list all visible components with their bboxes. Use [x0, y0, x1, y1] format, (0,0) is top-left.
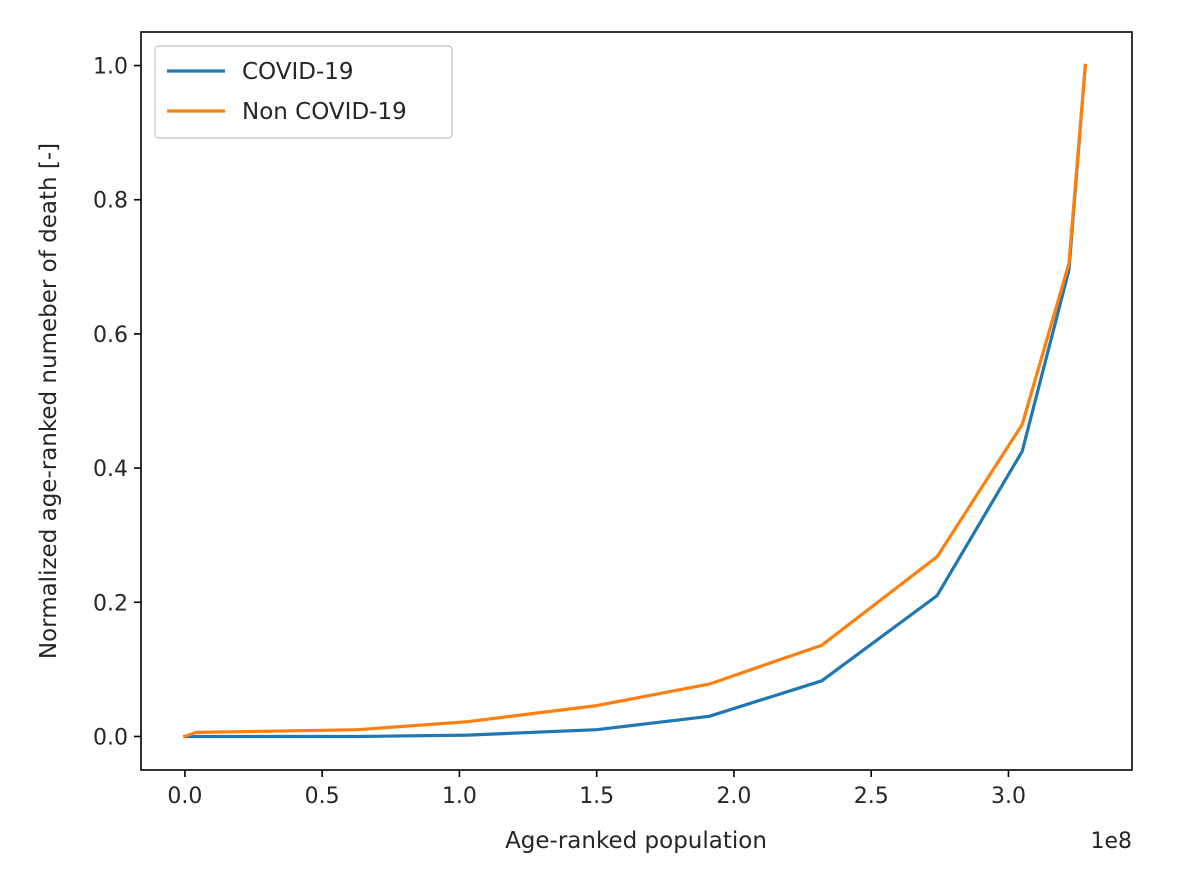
- y-tick-label: 0.4: [93, 457, 128, 482]
- x-tick-label: 0.0: [167, 784, 202, 809]
- x-tick-label: 2.0: [716, 784, 751, 809]
- y-tick-label: 0.0: [93, 725, 128, 750]
- series-layer: [182, 63, 1088, 739]
- x-axis-offset-label: 1e8: [1090, 829, 1132, 854]
- plot-frame: [140, 31, 1133, 771]
- legend: COVID-19 Non COVID-19: [154, 45, 453, 139]
- y-axis: 0.0 0.2 0.4 0.6 0.8 1.0: [93, 55, 141, 750]
- x-tick-label: 2.5: [854, 784, 889, 809]
- x-tick-label: 3.0: [991, 784, 1026, 809]
- y-tick-label: 0.6: [93, 323, 128, 348]
- x-tick-label: 0.5: [305, 784, 340, 809]
- y-tick-label: 0.8: [93, 189, 128, 214]
- x-tick-label: 1.5: [579, 784, 614, 809]
- series-line-covid-19: [183, 63, 1088, 739]
- x-axis-label: Age-ranked population: [505, 828, 767, 854]
- plot-area: [140, 31, 1133, 771]
- y-tick-label: 1.0: [93, 55, 128, 80]
- legend-frame: [154, 45, 453, 139]
- x-tick-label: 1.0: [442, 784, 477, 809]
- x-axis: 0.0 0.5 1.0 1.5 2.0 2.5 3.0: [167, 770, 1026, 809]
- y-axis-label: Normalized age-ranked numeber of death […: [36, 143, 62, 659]
- series-line-non-covid-19: [182, 63, 1088, 739]
- legend-label-non-covid-19: Non COVID-19: [242, 99, 407, 125]
- y-tick-label: 0.2: [93, 591, 128, 616]
- legend-label-covid-19: COVID-19: [242, 59, 354, 85]
